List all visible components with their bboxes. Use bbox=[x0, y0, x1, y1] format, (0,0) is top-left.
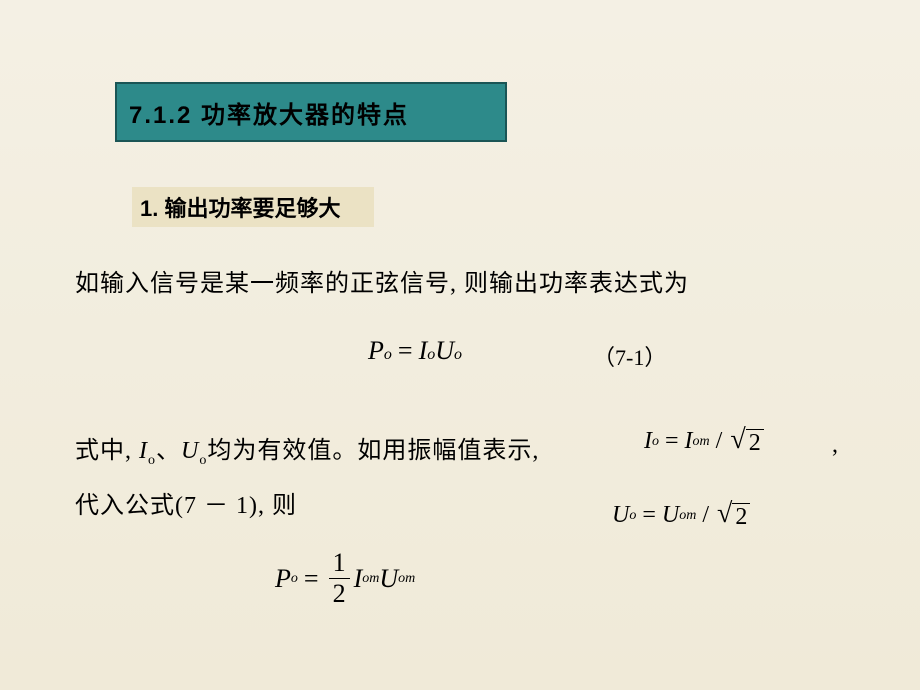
equation-number-1: （7-1） bbox=[593, 340, 666, 372]
trailing-comma: , bbox=[832, 432, 838, 459]
sqrt-icon: √2 bbox=[717, 500, 750, 531]
formula-power-amplitude: Po = 1 2 IomUom bbox=[275, 548, 415, 609]
var-U-om: U bbox=[662, 502, 679, 529]
numerator: 1 bbox=[329, 548, 350, 579]
var-I-om: I bbox=[685, 428, 693, 455]
equals-sign: = bbox=[642, 502, 656, 529]
formula-I-amplitude: Io = Iom / √2 bbox=[644, 426, 764, 457]
text-suffix: 均为有效值。如用振幅值表示, bbox=[207, 438, 539, 464]
sub-o-inline: o bbox=[148, 453, 156, 468]
sub-om: om bbox=[679, 508, 696, 524]
var-I: I bbox=[419, 336, 428, 366]
subsection-title-banner: 1. 输出功率要足够大 bbox=[132, 187, 374, 227]
separator: 、 bbox=[156, 438, 181, 464]
sub-om: om bbox=[693, 434, 710, 450]
sub-om: om bbox=[398, 571, 415, 587]
sqrt-value: 2 bbox=[732, 503, 750, 531]
paragraph-2a: 式中, Io、Uo均为有效值。如用振幅值表示, bbox=[75, 430, 539, 469]
sub-o: o bbox=[384, 346, 392, 364]
paragraph-1: 如输入信号是某一频率的正弦信号, 则输出功率表达式为 bbox=[75, 263, 689, 298]
var-I-om: I bbox=[354, 564, 363, 594]
paragraph-2b: 代入公式(7 － 1), 则 bbox=[75, 485, 297, 520]
slash: / bbox=[716, 428, 723, 455]
var-P: P bbox=[368, 336, 384, 366]
equals-sign: = bbox=[304, 564, 319, 594]
var-U: U bbox=[612, 502, 629, 529]
formula-U-amplitude: Uo = Uom / √2 bbox=[612, 500, 750, 531]
formula-power-output: Po = IoUo bbox=[368, 336, 462, 366]
equals-sign: = bbox=[665, 428, 679, 455]
sub-o: o bbox=[629, 508, 636, 524]
var-U-om: U bbox=[379, 564, 398, 594]
sub-o: o bbox=[291, 571, 298, 587]
subsection-title-text: 1. 输出功率要足够大 bbox=[140, 191, 340, 223]
var-I-inline: I bbox=[139, 438, 148, 464]
text-prefix: 式中, bbox=[75, 438, 139, 464]
slash: / bbox=[702, 502, 709, 529]
sub-o: o bbox=[652, 434, 659, 450]
sub-o: o bbox=[427, 346, 435, 364]
section-title-text: 7.1.2 功率放大器的特点 bbox=[129, 95, 409, 130]
var-P: P bbox=[275, 564, 291, 594]
sqrt-icon: √2 bbox=[730, 426, 763, 457]
var-I: I bbox=[644, 428, 652, 455]
denominator: 2 bbox=[329, 579, 350, 609]
sub-o: o bbox=[454, 346, 462, 364]
equals-sign: = bbox=[398, 336, 413, 366]
var-U-inline: U bbox=[181, 438, 199, 464]
var-U: U bbox=[435, 336, 454, 366]
fraction-half: 1 2 bbox=[329, 548, 350, 609]
section-title-banner: 7.1.2 功率放大器的特点 bbox=[115, 82, 507, 142]
sqrt-value: 2 bbox=[746, 429, 764, 457]
sub-om: om bbox=[362, 571, 379, 587]
radical-sign: √ bbox=[730, 426, 745, 454]
radical-sign: √ bbox=[717, 500, 732, 528]
